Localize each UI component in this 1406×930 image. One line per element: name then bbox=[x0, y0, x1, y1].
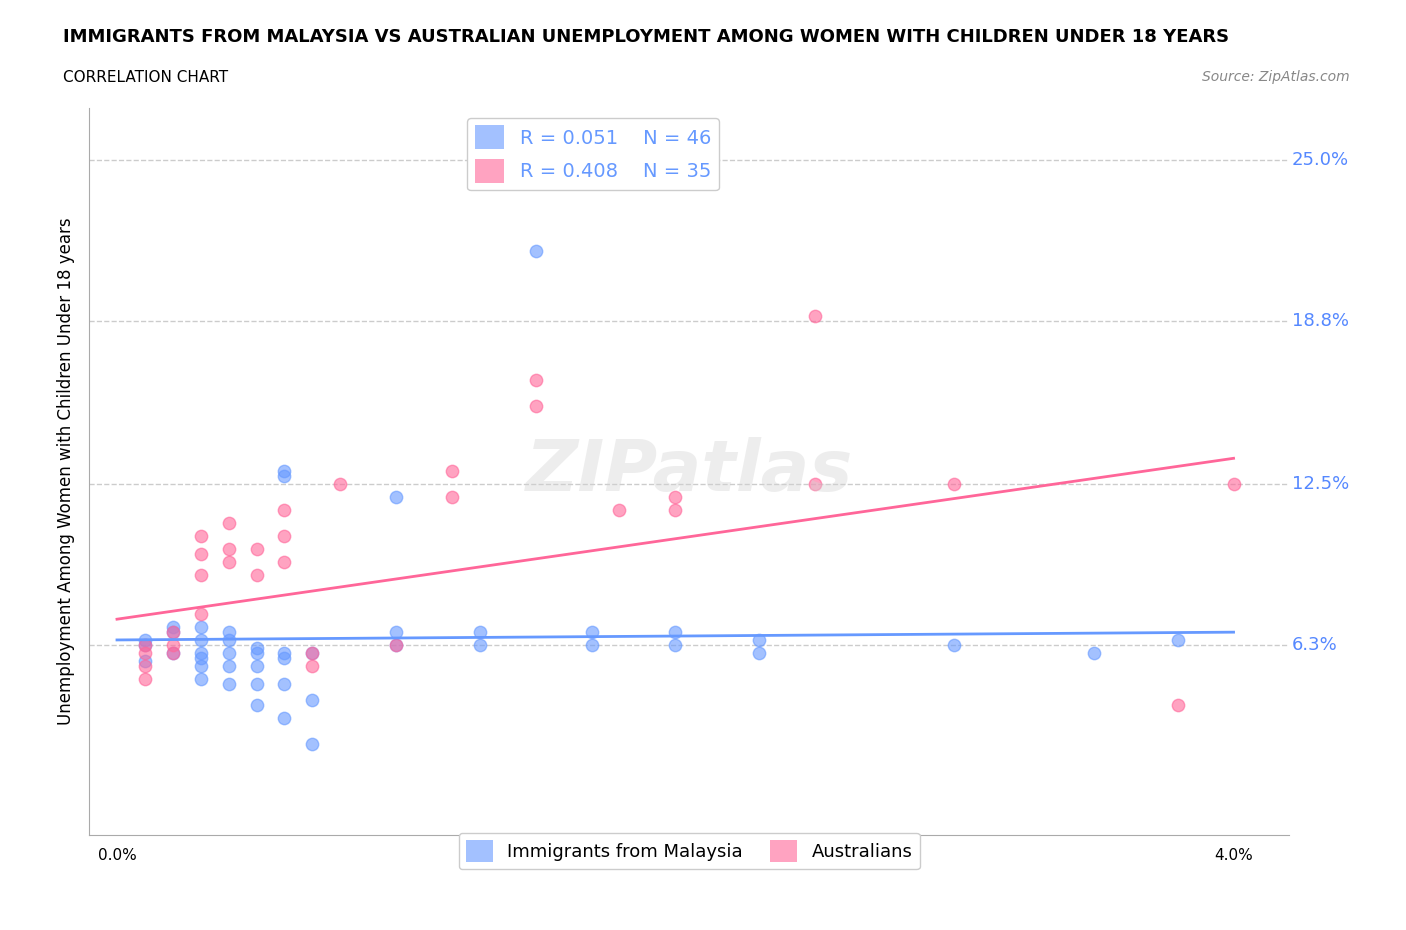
Point bbox=[245, 698, 267, 712]
Point bbox=[134, 632, 156, 647]
Text: 0.0%: 0.0% bbox=[97, 847, 136, 862]
Point bbox=[190, 529, 212, 544]
Text: IMMIGRANTS FROM MALAYSIA VS AUSTRALIAN UNEMPLOYMENT AMONG WOMEN WITH CHILDREN UN: IMMIGRANTS FROM MALAYSIA VS AUSTRALIAN U… bbox=[63, 28, 1229, 46]
Point bbox=[218, 632, 240, 647]
Point bbox=[468, 625, 491, 640]
Point bbox=[190, 658, 212, 673]
Point bbox=[273, 464, 295, 479]
Point bbox=[162, 625, 184, 640]
Point bbox=[273, 554, 295, 569]
Point bbox=[190, 671, 212, 686]
Point bbox=[218, 516, 240, 531]
Point bbox=[301, 737, 323, 751]
Point bbox=[664, 490, 686, 505]
Text: 18.8%: 18.8% bbox=[1292, 312, 1348, 330]
Point bbox=[245, 645, 267, 660]
Text: ZIPatlas: ZIPatlas bbox=[526, 437, 853, 506]
Point bbox=[134, 638, 156, 653]
Point bbox=[664, 503, 686, 518]
Point bbox=[468, 638, 491, 653]
Point bbox=[134, 653, 156, 668]
Point bbox=[1167, 632, 1189, 647]
Point bbox=[134, 645, 156, 660]
Point bbox=[1083, 645, 1105, 660]
Point bbox=[273, 677, 295, 692]
Point bbox=[134, 671, 156, 686]
Point bbox=[218, 541, 240, 556]
Text: 25.0%: 25.0% bbox=[1292, 151, 1348, 169]
Point bbox=[664, 638, 686, 653]
Point bbox=[524, 373, 547, 388]
Point bbox=[804, 308, 827, 323]
Point bbox=[190, 632, 212, 647]
Text: 6.3%: 6.3% bbox=[1292, 636, 1337, 654]
Point bbox=[440, 464, 463, 479]
Point bbox=[385, 638, 408, 653]
Point bbox=[162, 619, 184, 634]
Point bbox=[273, 469, 295, 484]
Point bbox=[218, 658, 240, 673]
Point bbox=[190, 619, 212, 634]
Point bbox=[134, 638, 156, 653]
Point bbox=[440, 490, 463, 505]
Point bbox=[943, 638, 966, 653]
Point bbox=[273, 529, 295, 544]
Point bbox=[385, 490, 408, 505]
Point bbox=[273, 645, 295, 660]
Text: 12.5%: 12.5% bbox=[1292, 475, 1348, 493]
Point bbox=[190, 547, 212, 562]
Point bbox=[218, 625, 240, 640]
Point bbox=[524, 244, 547, 259]
Point bbox=[1222, 477, 1244, 492]
Point bbox=[273, 651, 295, 666]
Point bbox=[218, 677, 240, 692]
Point bbox=[301, 645, 323, 660]
Point bbox=[609, 503, 631, 518]
Point bbox=[218, 645, 240, 660]
Point bbox=[385, 625, 408, 640]
Legend: Immigrants from Malaysia, Australians: Immigrants from Malaysia, Australians bbox=[458, 832, 920, 870]
Point bbox=[162, 645, 184, 660]
Point bbox=[190, 645, 212, 660]
Point bbox=[190, 606, 212, 621]
Point bbox=[245, 541, 267, 556]
Point bbox=[943, 477, 966, 492]
Point bbox=[190, 567, 212, 582]
Point bbox=[273, 711, 295, 725]
Point bbox=[190, 651, 212, 666]
Point bbox=[301, 658, 323, 673]
Point bbox=[162, 625, 184, 640]
Point bbox=[748, 632, 770, 647]
Point bbox=[245, 677, 267, 692]
Point bbox=[581, 638, 603, 653]
Point bbox=[245, 658, 267, 673]
Point bbox=[664, 625, 686, 640]
Point bbox=[804, 477, 827, 492]
Point bbox=[301, 645, 323, 660]
Point bbox=[218, 554, 240, 569]
Text: CORRELATION CHART: CORRELATION CHART bbox=[63, 70, 228, 85]
Point bbox=[524, 399, 547, 414]
Text: 4.0%: 4.0% bbox=[1215, 847, 1253, 862]
Point bbox=[1167, 698, 1189, 712]
Point bbox=[581, 625, 603, 640]
Point bbox=[748, 645, 770, 660]
Point bbox=[273, 503, 295, 518]
Y-axis label: Unemployment Among Women with Children Under 18 years: Unemployment Among Women with Children U… bbox=[58, 218, 75, 725]
Text: Source: ZipAtlas.com: Source: ZipAtlas.com bbox=[1202, 70, 1350, 84]
Point bbox=[329, 477, 352, 492]
Point bbox=[134, 658, 156, 673]
Point bbox=[245, 567, 267, 582]
Point bbox=[162, 645, 184, 660]
Point bbox=[162, 638, 184, 653]
Point bbox=[301, 692, 323, 707]
Point bbox=[245, 640, 267, 655]
Point bbox=[385, 638, 408, 653]
